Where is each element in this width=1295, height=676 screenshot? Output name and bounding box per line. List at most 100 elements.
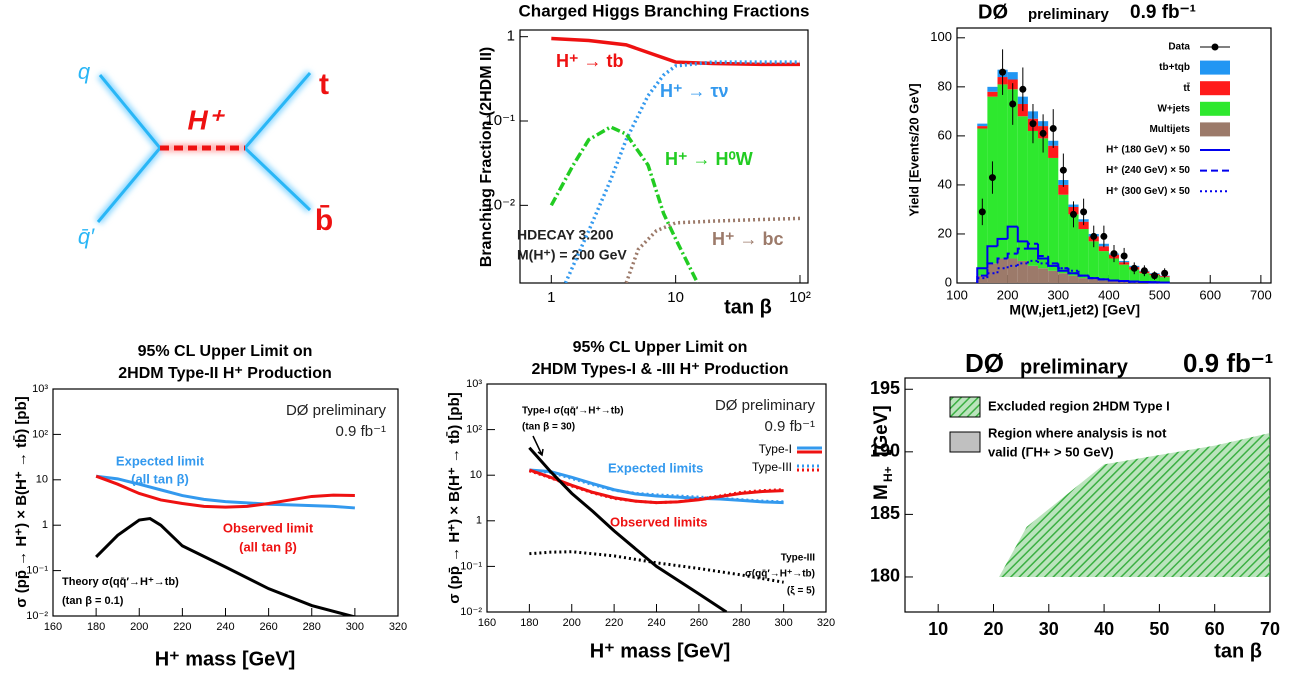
histogram-bar (1119, 264, 1130, 281)
histogram-bar (1058, 273, 1069, 283)
signal-step (996, 257, 1008, 264)
legend-label: valid (ΓH+ > 50 GeV) (988, 444, 1114, 459)
chart-title: DØ (978, 1, 1008, 23)
fermion-lines (96, 72, 312, 223)
series-line (624, 216, 801, 283)
signal-step (1057, 265, 1069, 270)
y-tick-label: 10 (470, 469, 482, 481)
y-tick-label: 1 (507, 28, 515, 45)
legend-label: H⁺ (300 GeV) × 50 (1106, 186, 1190, 197)
y-axis-title: σ (pp̄ → H⁺) × B(H⁺ → tb̄) [pb] (445, 392, 463, 603)
chart-note: preliminary (1028, 6, 1110, 23)
histogram-bar (1038, 138, 1049, 269)
data-point (1130, 264, 1138, 272)
y-tick-label: 10³ (32, 383, 48, 395)
histogram-bar (1139, 273, 1150, 282)
annotation: (ξ = 5) (787, 586, 815, 597)
signal-step (996, 237, 1008, 247)
signal-step (1006, 252, 1018, 259)
histogram-bar (1068, 214, 1079, 276)
data-point (1019, 85, 1027, 93)
legend-label: tt̄ (1183, 82, 1190, 94)
signal-step (1006, 225, 1018, 239)
annotation: (all tan β) (239, 539, 297, 554)
data-point (1161, 269, 1169, 277)
histogram-bar (1078, 229, 1089, 279)
y-tick-label: 10⁻¹ (26, 565, 48, 577)
legend-label: Data (1168, 42, 1190, 53)
signal-step (976, 274, 988, 283)
bottom-label: b̄ (315, 204, 333, 237)
histogram-bar (1027, 265, 1039, 283)
histogram-bar (997, 258, 1008, 283)
x-tick-label: 300 (1047, 287, 1069, 302)
data-point (1100, 232, 1108, 240)
series-line (95, 474, 355, 510)
signal-step (1057, 263, 1069, 270)
legend-label: H⁺ (240 GeV) × 50 (1106, 165, 1190, 176)
histogram-bar (1038, 268, 1049, 283)
x-axis-title: tan β (724, 296, 772, 318)
chart-note: preliminary (1020, 356, 1129, 378)
histogram-bar (1098, 251, 1109, 281)
y-axis-title: σ (pp̄ → H⁺) × B(H⁺ → tb̄) [pb] (12, 396, 30, 607)
annotation: (all tan β) (131, 471, 189, 486)
histogram-bar (987, 91, 998, 97)
data-point (1080, 208, 1088, 216)
annotation: (tan β = 0.1) (62, 595, 124, 607)
feynman-diagram: q q̄′ H⁺ t b̄ (78, 59, 333, 249)
legend-label: W+jets (1157, 103, 1190, 114)
annotation: 0.9 fb⁻¹ (336, 423, 386, 440)
data-point (1049, 125, 1057, 133)
legend-swatch (949, 431, 981, 453)
higgs-label: H⁺ (188, 104, 226, 135)
x-tick-label: 30 (1039, 619, 1059, 639)
y-tick-label: 60 (938, 127, 952, 142)
histogram-bar (977, 123, 988, 127)
y-axis-title: Branching Fraction (2HDM II) (478, 47, 495, 267)
chart-title: 95% CL Upper Limit on (573, 339, 748, 356)
series-line (551, 36, 800, 67)
y-tick-label: 10² (32, 428, 48, 440)
signal-step (1016, 247, 1028, 254)
series-label: H⁺ → bc (712, 229, 784, 249)
histogram-bar (1058, 194, 1069, 274)
series-line (95, 474, 355, 509)
legend-label: Region where analysis is not (988, 425, 1167, 440)
histogram-bar (977, 275, 988, 283)
legend-label: Excluded region 2HDM Type I (988, 398, 1170, 413)
signal-step (1026, 242, 1039, 249)
histogram-bar (997, 84, 1008, 259)
chart-title: Charged Higgs Branching Fractions (519, 1, 810, 20)
excluded-region (999, 433, 1270, 577)
x-tick-label: 200 (997, 287, 1019, 302)
antiquark-label: q̄′ (78, 224, 95, 249)
y-tick-label: 180 (870, 566, 900, 586)
legend-label: Type-I (759, 442, 792, 456)
x-tick-label: 160 (44, 621, 62, 633)
signal-step (1016, 226, 1028, 243)
y-axis-title-unit: [GeV] (871, 405, 892, 456)
annotation: DØ preliminary (715, 397, 816, 414)
histogram-bar (1017, 116, 1028, 261)
x-tick-label: 300 (774, 617, 792, 629)
data-point (978, 208, 986, 216)
chart-lumi: 0.9 fb⁻¹ (1130, 2, 1196, 23)
histogram-bar (977, 126, 988, 129)
histogram-bar (1007, 258, 1018, 283)
y-tick-label: 10⁻² (26, 610, 48, 622)
annotation-arrow (532, 435, 544, 457)
y-tick-label: 10³ (466, 378, 482, 390)
x-tick-label: 500 (1149, 287, 1171, 302)
series-label: H⁺ → tb (556, 51, 624, 71)
signal-step (1037, 260, 1049, 265)
x-tick-label: 10 (667, 289, 684, 306)
x-tick-label: 600 (1199, 287, 1221, 302)
signal-step (1006, 264, 1018, 269)
annotation: Observed limits (610, 514, 708, 529)
annotation: Type-III (781, 553, 815, 564)
data-point (1039, 129, 1047, 137)
signal-step (1097, 278, 1109, 281)
x-tick-label: 240 (647, 617, 665, 629)
data-point (1151, 272, 1159, 280)
